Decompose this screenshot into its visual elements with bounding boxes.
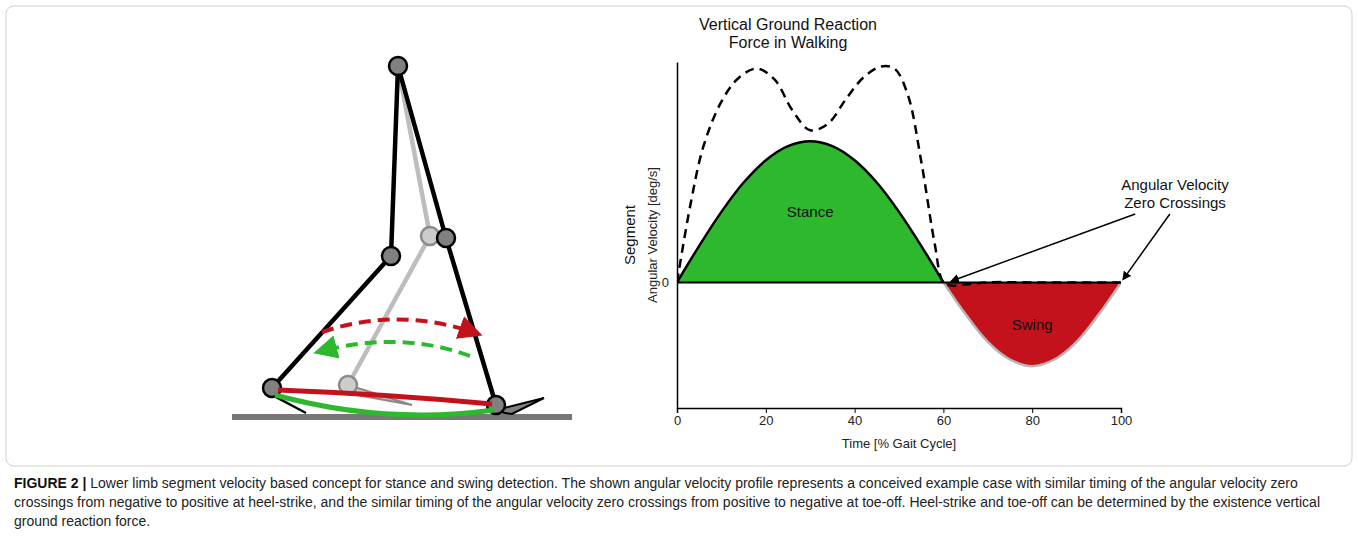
annotation-arrow (952, 214, 1136, 281)
figure: 0 20 40 60 80 100 0 Time [% Gait Cycle] Angular … (0, 0, 1358, 470)
plot-marks (677, 66, 1121, 366)
tick-label: 20 (759, 413, 773, 428)
caption-label: FIGURE 2 | (14, 475, 86, 491)
leg-segments (348, 66, 430, 385)
series-area (677, 141, 943, 282)
x-axis-title: Time [% Gait Cycle] (842, 436, 956, 451)
leg-mid (339, 66, 439, 405)
series-outline (943, 282, 1121, 366)
annotation: Angular VelocityZero Crossings (1121, 176, 1229, 211)
annotation-arrow (1123, 214, 1170, 279)
caption-text: Lower limb segment velocity based concep… (14, 475, 1320, 529)
tick-label: 0 (662, 275, 669, 290)
chart: 0 20 40 60 80 100 0 Time [% Gait Cycle] Angular … (621, 16, 1229, 451)
text-line: Vertical Ground Reaction (699, 16, 877, 33)
series-outline (677, 141, 943, 282)
series-title: Vertical Ground ReactionForce in Walking (699, 16, 877, 51)
figure-frame (6, 6, 1352, 466)
series-label: Swing (1012, 316, 1053, 333)
tick: 0 (674, 408, 681, 428)
joint (382, 247, 400, 265)
grid-line (677, 281, 1121, 283)
leg-segments (398, 66, 496, 405)
tick-label: 40 (848, 413, 862, 428)
y-axis: 0 (662, 63, 678, 409)
tick: 0 (662, 275, 677, 290)
stance-path (275, 395, 494, 415)
joint (437, 229, 455, 247)
series-line (677, 66, 1121, 286)
x-axis: 0 20 40 60 80 100 (674, 408, 1132, 428)
text-line: Zero Crossings (1124, 194, 1226, 211)
swing-arrow (322, 319, 478, 334)
axis-line (677, 63, 679, 409)
swing-path (278, 390, 492, 404)
y-axis-group-title: Segment (621, 204, 638, 265)
leg-rear (263, 66, 400, 413)
series-label: Stance (787, 203, 834, 220)
leg-segments (272, 66, 398, 388)
caption-gap (86, 475, 90, 491)
tick: 80 (1025, 408, 1039, 428)
tick-label: 80 (1025, 413, 1039, 428)
tick: 60 (937, 408, 951, 428)
y-axis-title: Angular Velocity [deg/s] (645, 167, 660, 303)
tick: 100 (1111, 408, 1133, 428)
stance-arrow (318, 342, 470, 356)
tick: 20 (759, 408, 773, 428)
tick: 40 (848, 408, 862, 428)
leg-front (398, 66, 544, 414)
caption: FIGURE 2 | Lower limb segment velocity b… (14, 474, 1342, 531)
hip-joint (389, 57, 407, 75)
axis-line (678, 409, 1122, 414)
series-area (943, 282, 1121, 366)
text-line: Angular Velocity (1121, 176, 1229, 193)
tick-label: 100 (1111, 413, 1133, 428)
tick-label: 0 (674, 413, 681, 428)
text-line: Force in Walking (729, 34, 848, 51)
tick-label: 60 (937, 413, 951, 428)
leg-diagram (232, 57, 572, 417)
